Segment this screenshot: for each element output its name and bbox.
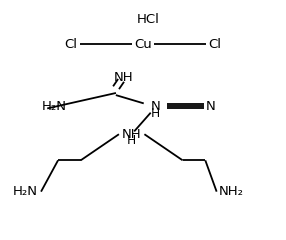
Text: Cl: Cl (209, 38, 222, 51)
Text: NH: NH (113, 71, 133, 84)
Text: NH₂: NH₂ (218, 185, 243, 198)
Text: N: N (151, 101, 161, 114)
Text: H: H (151, 107, 160, 120)
Text: H₂N: H₂N (41, 101, 66, 114)
Text: Cu: Cu (134, 38, 152, 51)
Text: NH: NH (122, 128, 142, 141)
Text: Cl: Cl (64, 38, 77, 51)
Text: N: N (206, 100, 216, 113)
Text: H₂N: H₂N (13, 185, 38, 198)
Text: HCl: HCl (137, 13, 160, 26)
Text: H: H (127, 134, 136, 147)
